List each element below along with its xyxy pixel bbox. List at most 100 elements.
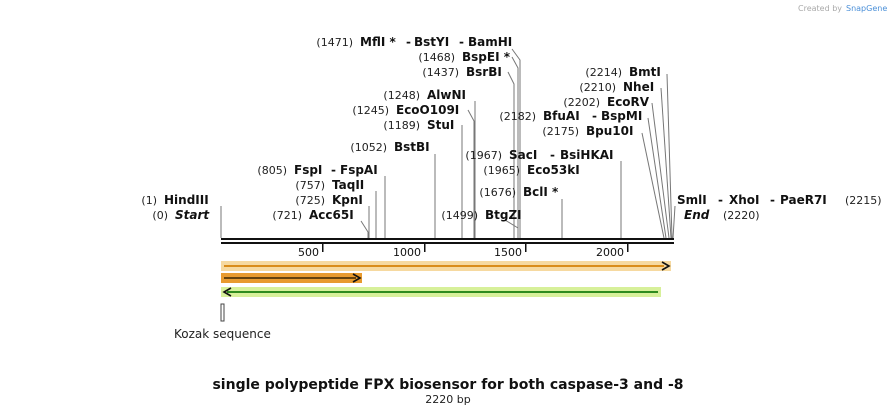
credit-prefix: Created by xyxy=(798,4,842,13)
end-marker: End xyxy=(684,208,710,222)
name-separator: - xyxy=(550,148,555,162)
enzyme-name[interactable]: BstBI xyxy=(394,140,430,154)
ruler-tick-2000 xyxy=(627,244,629,252)
leader-line-s2214 xyxy=(666,73,673,239)
enzyme-name[interactable]: EcoO109I xyxy=(396,103,459,117)
enzyme-name[interactable]: BfuAI xyxy=(543,109,580,123)
leader-line-s2210 xyxy=(660,87,672,239)
leader-line-s2182 xyxy=(647,117,667,239)
site-pos: (1) xyxy=(141,194,157,207)
enzyme-name[interactable]: BsrBI xyxy=(466,65,502,79)
enzyme-name[interactable]: Acc65I xyxy=(309,208,354,222)
enzyme-name[interactable]: SmlI xyxy=(677,193,707,207)
sequence-length: 2220 bp xyxy=(425,393,470,406)
site-label-s2210: (2210) NheI xyxy=(579,80,654,94)
ruler-label-1500: 1500 xyxy=(494,246,522,259)
site-label-s1245: (1245) EcoO109I xyxy=(352,103,459,117)
leader-line-s1245 xyxy=(467,109,475,238)
enzyme-name[interactable]: PaeR7I xyxy=(780,193,827,207)
ruler: 500 1000 1500 2000 xyxy=(298,244,629,259)
enzyme-name[interactable]: FspI xyxy=(294,163,322,177)
enzyme-name[interactable]: BspEI * xyxy=(462,50,511,64)
site-label-s757: (757) TaqII xyxy=(295,178,364,192)
site-label-s1499: (1499) BtgZI xyxy=(441,208,521,222)
site-pos: (1471) xyxy=(316,36,353,49)
site-label-s805: (805) FspI - FspAI xyxy=(257,163,377,177)
site-label-s1468: (1468) BspEI * xyxy=(418,50,510,64)
site-pos: (721) xyxy=(272,209,302,222)
site-label-s2175: (2175) Bpu10I xyxy=(542,124,633,138)
leader-line-s2175 xyxy=(641,132,665,239)
enzyme-name[interactable]: BstYI xyxy=(414,35,449,49)
site-label-s2214: (2214) BmtI xyxy=(585,65,660,79)
site-pos: (2202) xyxy=(563,96,600,109)
feature-orange-long[interactable] xyxy=(221,261,671,271)
feature-green-reverse[interactable] xyxy=(221,287,661,297)
feature-orange-short[interactable] xyxy=(221,273,362,283)
enzyme-name[interactable]: BsiHKAI xyxy=(560,148,614,162)
kozak-sequence-label: Kozak sequence xyxy=(174,327,271,341)
site-pos: (1189) xyxy=(383,119,420,132)
enzyme-name[interactable]: StuI xyxy=(427,118,454,132)
name-separator: - xyxy=(406,35,411,49)
site-label-s2202: (2202) EcoRV xyxy=(563,95,649,109)
site-label-s725: (725) KpnI xyxy=(295,193,363,207)
site-pos: (2210) xyxy=(579,81,616,94)
site-label-s1052: (1052) BstBI xyxy=(350,140,429,154)
enzyme-name[interactable]: FspAI xyxy=(340,163,378,177)
enzyme-name[interactable]: BclI * xyxy=(523,185,559,199)
enzyme-name[interactable]: BspMI xyxy=(601,109,642,123)
ruler-label-1000: 1000 xyxy=(393,246,421,259)
enzyme-name[interactable]: BamHI xyxy=(468,35,512,49)
enzyme-name[interactable]: AlwNI xyxy=(427,88,466,102)
site-label-s1437: (1437) BsrBI xyxy=(422,65,501,79)
enzyme-name[interactable]: NheI xyxy=(623,80,654,94)
site-pos: (757) xyxy=(295,179,325,192)
site-pos: (1499) xyxy=(441,209,478,222)
site-pos: (1245) xyxy=(352,104,389,117)
site-label-s1248: (1248) AlwNI xyxy=(383,88,466,102)
site-label-s1676: (1676) BclI * xyxy=(479,185,559,199)
name-separator: - xyxy=(459,35,464,49)
ruler-tick-500 xyxy=(322,244,324,252)
site-pos: (1676) xyxy=(479,186,516,199)
site-pos: (1052) xyxy=(350,141,387,154)
site-pos: (1437) xyxy=(422,66,459,79)
leader-line-s2215 xyxy=(672,205,676,239)
site-label-start: (0) Start xyxy=(152,208,210,222)
site-pos: (1965) xyxy=(483,164,520,177)
snapgene-logo: SnapGene xyxy=(846,4,887,13)
enzyme-name[interactable]: Bpu10I xyxy=(586,124,633,138)
enzyme-name[interactable]: EcoRV xyxy=(607,95,650,109)
enzyme-name[interactable]: KpnI xyxy=(332,193,363,207)
site-pos: (1468) xyxy=(418,51,455,64)
site-pos: (725) xyxy=(295,194,325,207)
enzyme-name[interactable]: BtgZI xyxy=(485,208,522,222)
site-label-s2182: (2182) BfuAI - BspMI xyxy=(499,109,642,123)
enzyme-name[interactable]: MflI * xyxy=(360,35,396,49)
enzyme-name[interactable]: TaqII xyxy=(332,178,364,192)
site-pos: (2215) xyxy=(845,194,882,207)
enzyme-name[interactable]: BmtI xyxy=(629,65,661,79)
site-label-s1: (1) HindIII xyxy=(141,193,208,207)
site-label-s1471: (1471) MflI * - BstYI - BamHI xyxy=(316,35,512,49)
site-label-end: End (2220) xyxy=(684,208,760,222)
ruler-label-500: 500 xyxy=(298,246,319,259)
enzyme-name[interactable]: HindIII xyxy=(164,193,209,207)
leader-line-s721 xyxy=(360,220,369,238)
site-pos: (805) xyxy=(257,164,287,177)
enzyme-name[interactable]: SacI xyxy=(509,148,537,162)
map-title: single polypeptide FPX biosensor for bot… xyxy=(212,377,683,393)
enzyme-name[interactable]: Eco53kI xyxy=(527,163,580,177)
site-pos: (2182) xyxy=(499,110,536,123)
ruler-tick-1500 xyxy=(525,244,527,252)
enzyme-name[interactable]: XhoI xyxy=(729,193,760,207)
name-separator: - xyxy=(770,193,775,207)
leader-line-s1471 xyxy=(511,48,521,238)
site-label-s721: (721) Acc65I xyxy=(272,208,353,222)
kozak-sequence-feature[interactable] xyxy=(220,303,225,322)
leader-line-s1499 xyxy=(504,219,519,238)
name-separator: - xyxy=(592,109,597,123)
name-separator: - xyxy=(718,193,723,207)
